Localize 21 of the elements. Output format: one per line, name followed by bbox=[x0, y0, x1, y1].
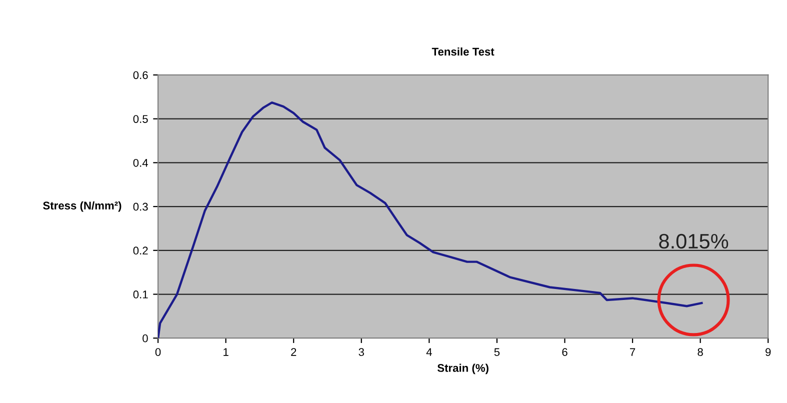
x-tick-label: 8 bbox=[698, 348, 703, 356]
y-tick-label: 0.5 bbox=[133, 115, 148, 123]
x-tick-label: 2 bbox=[291, 348, 296, 356]
y-axis-title: Stress (N/mm²) bbox=[43, 201, 122, 212]
y-tick-label: 0 bbox=[142, 334, 148, 342]
x-tick-label: 7 bbox=[630, 348, 636, 356]
y-tick-label: 0.1 bbox=[133, 290, 148, 298]
y-tick-label: 0.2 bbox=[133, 246, 148, 255]
x-tick-label: 9 bbox=[766, 348, 771, 356]
x-tick-label: 6 bbox=[562, 348, 568, 356]
x-tick-label: 0 bbox=[155, 348, 161, 356]
chart-title: Tensile Test bbox=[432, 47, 494, 56]
y-tick-label: 0.6 bbox=[133, 71, 148, 80]
x-tick-label: 5 bbox=[494, 348, 500, 356]
x-tick-label: 3 bbox=[358, 348, 364, 356]
x-tick-label: 4 bbox=[426, 348, 432, 356]
annotation: 8.015% bbox=[659, 234, 728, 249]
x-axis-title: Strain (%) bbox=[437, 364, 488, 374]
x-tick-label: 1 bbox=[224, 348, 228, 356]
y-tick-label: 0.3 bbox=[133, 202, 148, 211]
y-tick-label: 0.4 bbox=[133, 158, 148, 167]
